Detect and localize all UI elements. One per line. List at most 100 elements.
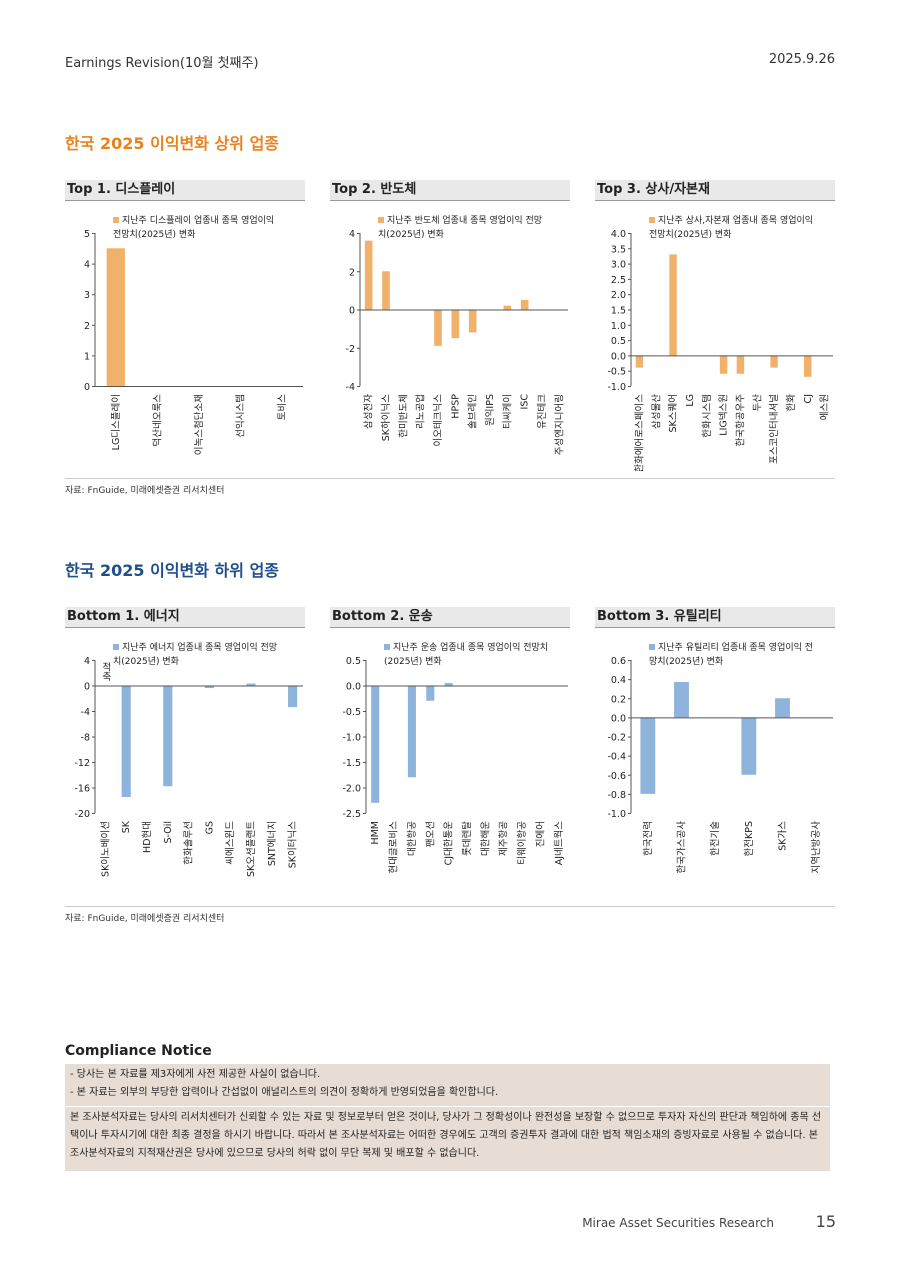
x-tick-label: 삼성전자 (364, 394, 375, 429)
chart-panel: Bottom 2. 운송(%)-2.5-2.0-1.5-1.0-0.50.00.… (330, 607, 570, 902)
legend: 지난주 유틸리티 업종내 종목 영업이익 전망치(2025년) 변화 (649, 641, 819, 669)
x-tick-label: 한미반도체 (398, 394, 409, 438)
legend: 지난주 운송 업종내 종목 영업이익 전망치(2025년) 변화 (384, 641, 554, 669)
y-tick-label: -0.5 (607, 367, 626, 378)
x-tick-label: 두산 (752, 394, 763, 412)
bar (669, 254, 677, 356)
x-tick-label: 티씨케이 (502, 394, 513, 429)
legend-swatch (113, 644, 119, 650)
y-tick-label: 4 (84, 656, 90, 667)
legend-label: 지난주 반도체 업종내 종목 영업이익 전망치(2025년) 변화 (378, 216, 543, 240)
x-tick-label: SK이터닉스 (288, 821, 299, 868)
legend-label: 지난주 운송 업종내 종목 영업이익 전망치(2025년) 변화 (384, 643, 549, 667)
x-tick-label: 지역난방공사 (811, 821, 822, 874)
y-tick-label: 0.5 (346, 656, 361, 667)
x-tick-label: HD현대 (142, 821, 153, 853)
x-tick-label: SK오션플랜트 (246, 821, 257, 877)
chart-title: Bottom 3. 유틸리티 (595, 607, 835, 628)
chart-title: Bottom 2. 운송 (330, 607, 570, 628)
chart-title: Top 1. 디스플레이 (65, 180, 305, 201)
y-tick-label: 0.0 (611, 351, 626, 362)
x-tick-label: 유진테크 (537, 394, 548, 429)
y-tick-label: 2 (84, 321, 90, 332)
y-tick-label: 0.0 (611, 713, 626, 724)
notes: - 당사는 본 자료를 제3자에게 사전 제공한 사실이 없습니다. - 본 자… (65, 1064, 830, 1106)
x-tick-label: 한국전력 (642, 821, 654, 856)
y-tick-label: -0.2 (607, 733, 626, 744)
x-tick-label: GS (204, 821, 215, 834)
x-tick-label: 대한해운 (479, 821, 491, 856)
y-tick-label: 0.0 (346, 682, 361, 693)
chart-title: Top 3. 상사/자본재 (595, 180, 835, 201)
y-tick-label: 0 (84, 682, 90, 693)
section-title: 한국 2025 이익변화 상위 업종 (65, 134, 280, 153)
y-tick-label: 0 (84, 382, 90, 393)
x-tick-label: SK스퀘어 (668, 394, 679, 432)
bar (503, 305, 512, 310)
x-tick-label: 토비스 (277, 394, 288, 420)
chart: (%)-1.0-0.50.00.51.01.52.02.53.03.54.0한화… (607, 229, 833, 473)
bar (364, 240, 373, 310)
y-tick-label: 2 (349, 267, 355, 278)
y-tick-label: 2.5 (611, 275, 626, 286)
x-tick-label: 솔브레인 (468, 394, 479, 429)
x-tick-label: 덕산네오룩스 (152, 394, 163, 447)
bar (640, 717, 656, 794)
bar (520, 299, 529, 310)
x-tick-label: 현대글로비스 (389, 821, 400, 874)
y-tick-label: 4 (349, 229, 355, 240)
chart-panel: Top 1. 디스플레이(%)012345LG디스플레이덕산네오룩스이녹스첨단소… (65, 180, 305, 475)
legend-swatch (378, 217, 384, 223)
x-tick-label: 한화에어로스페이스 (634, 394, 645, 471)
legend-label: 지난주 에너지 업종내 종목 영업이익 전망치(2025년) 변화 (113, 643, 278, 667)
disclaimer: 본 조사분석자료는 당사의 리서치센터가 신뢰할 수 있는 자료 및 정보로부터… (65, 1107, 830, 1171)
y-tick-label: 1.0 (611, 321, 626, 332)
chart: (%)-4-2024삼성전자SK하이닉스한미반도체리노공업이오테크닉스HPSP솔… (346, 229, 568, 455)
x-tick-label: 씨에스윈드 (225, 821, 236, 865)
chart: (%)-1.0-0.8-0.6-0.4-0.20.00.20.40.6한국전력한… (607, 656, 833, 874)
x-tick-label: LG (685, 394, 696, 407)
bar (741, 717, 757, 775)
chart-panel: Top 3. 상사/자본재(%)-1.0-0.50.00.51.01.52.02… (595, 180, 835, 475)
bar (382, 271, 390, 310)
y-tick-label: 0.5 (611, 336, 626, 347)
y-tick-label: -1.0 (342, 733, 361, 744)
x-tick-label: 선익시스템 (235, 394, 247, 438)
source: 자료: FnGuide, 미래에셋증권 리서치센터 (65, 906, 835, 924)
y-tick-label: -20 (74, 809, 90, 820)
x-tick-label: LG디스플레이 (111, 394, 122, 450)
bar (121, 685, 131, 798)
legend-label: 지난주 유틸리티 업종내 종목 영업이익 전망치(2025년) 변화 (649, 643, 814, 667)
y-tick-label: -16 (74, 784, 90, 795)
x-tick-label: ISC (520, 394, 531, 410)
bar (770, 355, 778, 368)
bar (468, 309, 477, 333)
bar (204, 685, 214, 689)
legend: 지난주 디스플레이 업종내 종목 영업이익 전망치(2025년) 변화 (113, 214, 283, 242)
bar (246, 683, 256, 686)
footer-text: Mirae Asset Securities Research (582, 1216, 774, 1230)
legend-swatch (649, 644, 655, 650)
y-tick-label: 0 (349, 306, 355, 317)
y-tick-label: 3.0 (611, 260, 626, 271)
x-tick-label: SK가스 (778, 821, 789, 851)
y-tick-label: 0.2 (611, 694, 626, 705)
y-tick-label: -4 (81, 707, 90, 718)
section-title: 한국 2025 이익변화 하위 업종 (65, 561, 280, 580)
legend: 지난주 반도체 업종내 종목 영업이익 전망치(2025년) 변화 (378, 214, 548, 242)
y-tick-label: 4.0 (611, 229, 626, 240)
chart-panel: Top 2. 반도체(%)-4-2024삼성전자SK하이닉스한미반도체리노공업이… (330, 180, 570, 475)
x-tick-label: 한국항공우주 (735, 394, 746, 447)
bar (775, 698, 790, 718)
x-tick-label: 제주항공 (499, 821, 510, 856)
source: 자료: FnGuide, 미래에셋증권 리서치센터 (65, 478, 835, 496)
y-tick-label: 3 (84, 290, 90, 301)
header-right: 2025.9.26 (768, 52, 835, 67)
y-tick-label: -4 (346, 382, 355, 393)
page-number: 15 (815, 1212, 836, 1231)
x-tick-label: 삼성물산 (651, 394, 662, 429)
y-tick-label: 0.6 (611, 656, 626, 667)
bar (163, 685, 173, 787)
y-tick-label: 4 (84, 260, 90, 271)
